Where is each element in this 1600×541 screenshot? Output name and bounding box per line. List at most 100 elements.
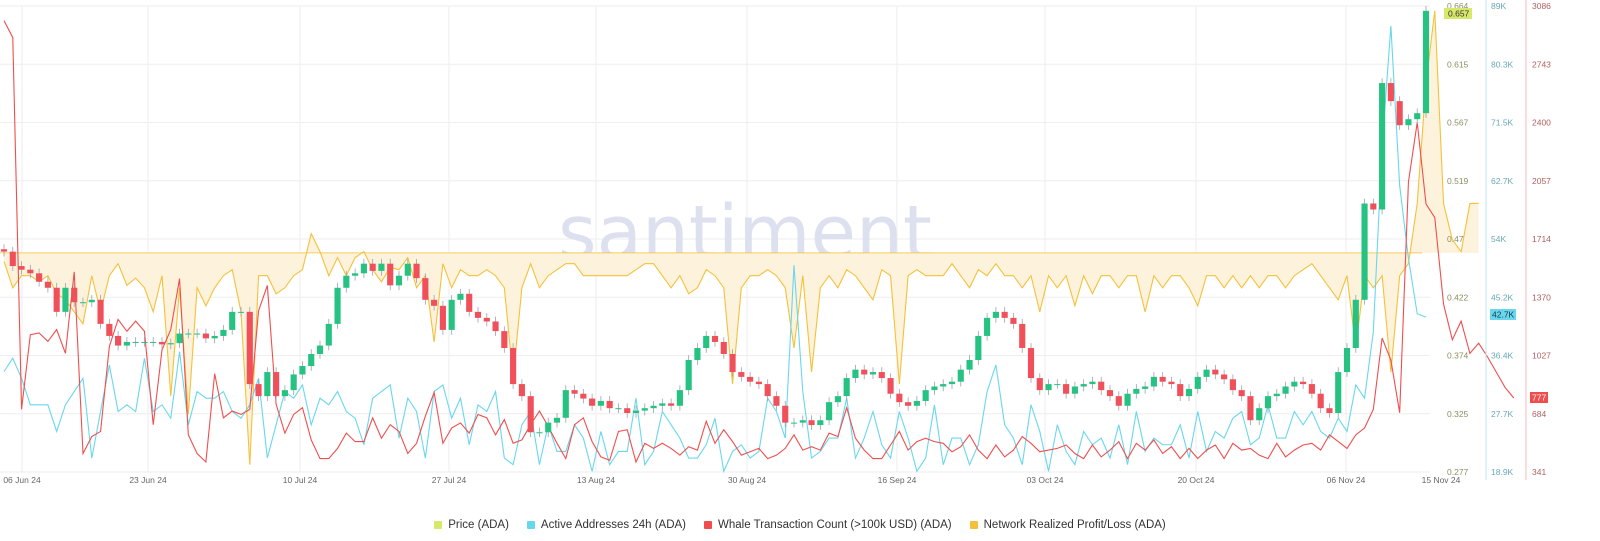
candle-body (957, 369, 964, 382)
y-axis-active-addresses: 89K 80.3K 71.5K 62.7K 54K 45.2K 36.4K 27.7K 18.9… (1491, 1, 1514, 477)
candle-body (97, 299, 104, 324)
candle-body (510, 347, 517, 385)
candle-body (325, 323, 332, 346)
candle-body (1352, 299, 1359, 348)
candle-body (852, 369, 859, 379)
candle-body (1414, 113, 1421, 120)
candle-body (1317, 393, 1324, 409)
candle-body (1212, 369, 1219, 375)
candle-body (431, 299, 438, 306)
candle-body (229, 311, 236, 330)
y-tick-whale: 1714 (1532, 234, 1551, 244)
x-tick-label: 20 Oct 24 (1178, 475, 1215, 485)
candle-body (132, 341, 139, 343)
active-addresses-series (3, 25, 1427, 474)
candle-body (466, 293, 473, 312)
candle-body (483, 317, 490, 322)
candle-body (641, 408, 648, 411)
candle-body (711, 335, 719, 342)
candle-body (650, 405, 657, 409)
whale-badge: 777 (1532, 393, 1546, 403)
candle-body (1308, 384, 1315, 394)
candle-body (562, 390, 569, 418)
candle-body (439, 305, 446, 330)
candle-body (1045, 384, 1052, 391)
candle-body (1001, 311, 1008, 318)
candle-body (948, 381, 956, 385)
candle-body (360, 263, 367, 274)
candle-body (1405, 119, 1412, 126)
candle-body (1335, 372, 1342, 413)
candle-body (1343, 347, 1351, 373)
candle-body (755, 381, 762, 385)
candle-body (71, 287, 78, 303)
candle-body (1036, 378, 1043, 391)
candle-body (1106, 390, 1114, 397)
candle-body (27, 269, 34, 274)
candle-body (668, 403, 675, 406)
candle-body (624, 408, 631, 413)
candle-body (343, 275, 350, 288)
candle-body (1273, 393, 1280, 397)
candle-body (922, 390, 929, 401)
candle-body (1098, 381, 1105, 391)
candle-body (395, 275, 403, 286)
candle-body (632, 410, 640, 413)
candle-body (1124, 393, 1131, 406)
candle-body (1194, 376, 1201, 389)
y-tick-price: 0.664 (1447, 1, 1469, 11)
legend-item-nrpl[interactable]: Network Realized Profit/Loss (ADA) (969, 519, 1166, 531)
x-tick-label: 30 Aug 24 (728, 475, 767, 485)
candle-body (536, 432, 543, 434)
whale-badge-bg (1530, 392, 1548, 403)
candle-body (115, 335, 122, 346)
y-tick-whale: 2400 (1532, 118, 1551, 128)
y-tick-active: 54K (1491, 234, 1506, 244)
legend-item-price[interactable]: Price (ADA) (434, 519, 509, 531)
x-tick-label: 23 Jun 24 (129, 475, 167, 485)
candle-body (1379, 83, 1386, 210)
y-tick-whale: 684 (1532, 409, 1546, 419)
x-axis: 06 Jun 24 23 Jun 24 10 Jul 24 27 Jul 24 13 A… (3, 475, 1460, 485)
legend-item-active-addresses[interactable]: Active Addresses 24h (ADA) (526, 519, 686, 531)
candle-body (255, 384, 262, 397)
active-badge: 42.7K (1492, 310, 1515, 320)
candle-body (194, 333, 201, 335)
candle-body (808, 420, 815, 426)
price-badge: 0.657 (1448, 9, 1470, 19)
candle-body (729, 353, 736, 373)
candle-body (527, 396, 534, 433)
candle-body (703, 335, 710, 348)
candle-body (369, 263, 376, 271)
candle-body (545, 422, 552, 433)
candle-body (1247, 396, 1254, 421)
candle-body (1177, 384, 1184, 397)
candle-body (1185, 388, 1193, 397)
candle-body (1089, 381, 1096, 385)
y-tick-active: 36.4K (1491, 351, 1514, 361)
candle-body (896, 393, 903, 403)
candle-body (237, 311, 245, 313)
y-tick-active: 45.2K (1491, 292, 1514, 302)
y-tick-price: 0.615 (1447, 59, 1469, 69)
candle-body (1282, 386, 1289, 394)
y-axis-price: 0.664 0.615 0.567 0.519 0.47 0.422 0.374 0.325 0… (1447, 0, 1527, 480)
candle-body (290, 374, 297, 391)
candle-body (150, 341, 157, 343)
candle-body (615, 408, 622, 410)
candle-body (18, 266, 25, 270)
candle-body (44, 281, 51, 288)
active-badge-bg (1490, 309, 1516, 320)
candle-body (869, 372, 877, 375)
candle-body (1396, 101, 1403, 126)
candle-body (1203, 369, 1210, 377)
candle-body (167, 343, 174, 345)
y-tick-whale: 1370 (1532, 292, 1551, 302)
candle-body (571, 390, 578, 394)
candle-body (501, 331, 508, 348)
candle-body (597, 400, 604, 406)
legend-item-whale[interactable]: Whale Transaction Count (>100k USD) (ADA… (704, 519, 952, 531)
candle-body (1150, 376, 1157, 387)
candle-body (264, 372, 271, 397)
